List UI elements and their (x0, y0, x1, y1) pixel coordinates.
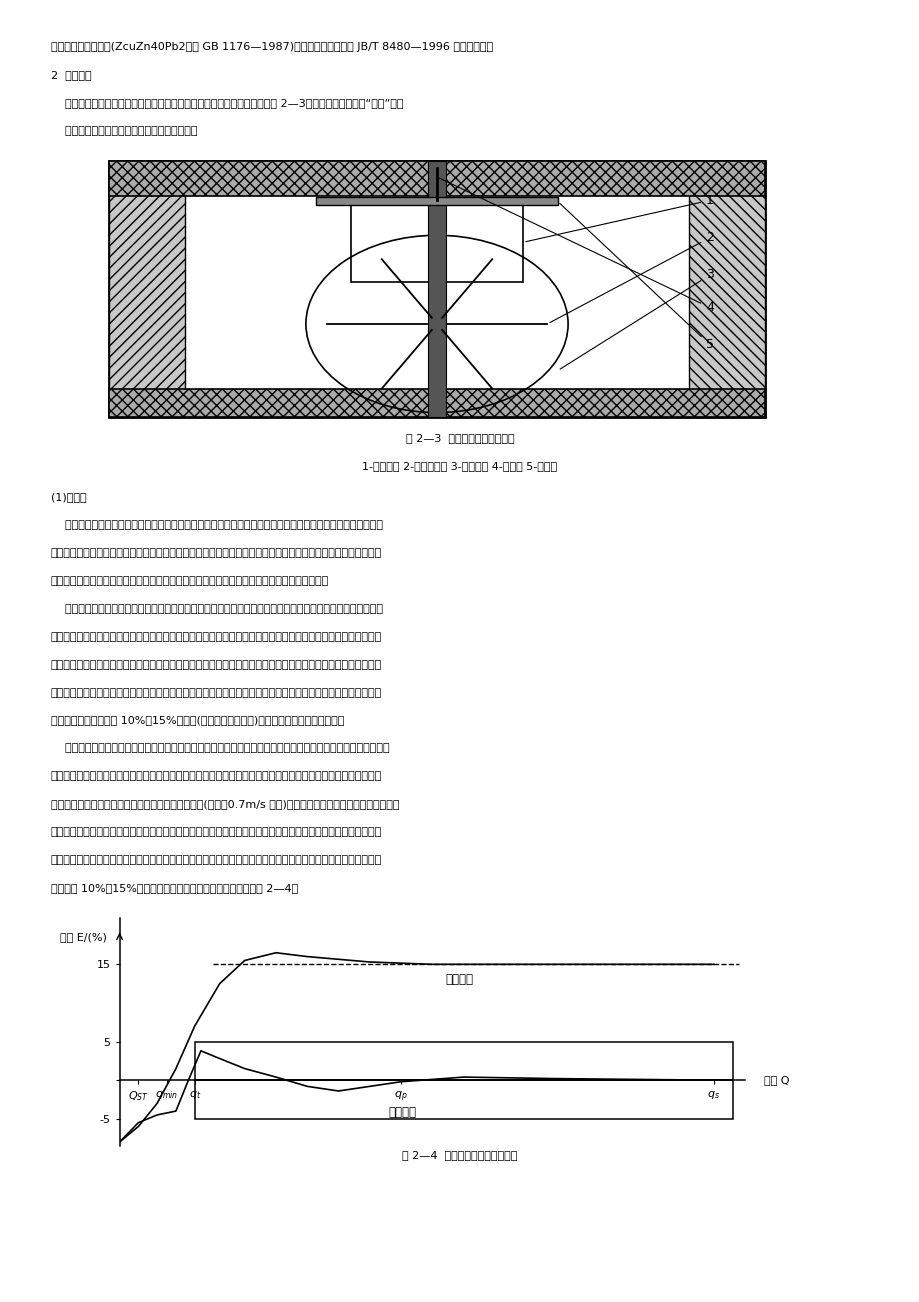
Text: 3: 3 (560, 268, 713, 368)
Text: 对水表的计量性能和耕用性起着关键的作用。: 对水表的计量性能和耕用性起着关键的作用。 (51, 125, 197, 135)
Text: 部分冲到齿轮盒筋反射回来，其方向却与叶轮旋转方向相反，故又使叶轮转速降低，使水表不至于出现没有齿轮盒: 部分冲到齿轮盒筋反射回来，其方向却与叶轮旋转方向相反，故又使叶轮转速降低，使水表… (51, 855, 381, 866)
Text: 一般采用铸造醓黄铜(ZcuZn40Pb2，见 GB 1176—1987)。表玻璃应采用符合 JB/T 8480—1996 的钓化玻璃。: 一般采用铸造醓黄铜(ZcuZn40Pb2，见 GB 1176—1987)。表玻璃… (51, 42, 493, 52)
Text: 图 2—4  齿轮筋对性能曲线的影响: 图 2—4 齿轮筋对性能曲线的影响 (402, 1150, 517, 1160)
Text: 围水表呈偏慢的现象。此后逐渐加大流速，水表向快的趋势发展，如果没有齿轮盒上的筋加以阻尼，则这种趋势将: 围水表呈偏慢的现象。此后逐渐加大流速，水表向快的趋势发展，如果没有齿轮盒上的筋加… (51, 687, 381, 698)
Text: 1-齿轮盒； 2-整体叶轮； 3-叶轮盒； 4-顶尖； 5-调节板: 1-齿轮盒； 2-整体叶轮； 3-叶轮盒； 4-顶尖； 5-调节板 (362, 461, 557, 471)
Text: 2: 2 (550, 230, 713, 323)
Text: 会持续下去，直至偏快 10%～15%左右后(与有筋阻尼相比较)，其性能曲线才会趋向平稳。: 会持续下去，直至偏快 10%～15%左右后(与有筋阻尼相比较)，其性能曲线才会趋… (51, 716, 344, 725)
Text: 有筋阻尼: 有筋阻尼 (388, 1107, 416, 1120)
Text: (1)齿轮盒: (1)齿轮盒 (51, 492, 86, 501)
Text: 水流从叶轮盒进水孔流人后，一方面驱动叶轮旋转，另一方面水流本身呈螺旋形上升，并从叶轮盒出水孔排出。: 水流从叶轮盒进水孔流人后，一方面驱动叶轮旋转，另一方面水流本身呈螺旋形上升，并从… (51, 743, 389, 754)
Text: 筋那样快 10%～15%后才使误差趋向平稳的现象。变化示意见图 2—4。: 筋那样快 10%～15%后才使误差趋向平稳的现象。变化示意见图 2—4。 (51, 884, 298, 893)
Bar (195, 1081, 732, 1118)
Bar (195, 1042, 732, 1081)
Text: 2  计量机构: 2 计量机构 (51, 69, 91, 79)
Text: 4: 4 (439, 178, 713, 314)
Text: 阻尼作用，以改善水表在大流量区域的性能曲线。因为当很小的流量通过水表时，其流速很低，水流的动能极小，: 阻尼作用，以改善水表在大流量区域的性能曲线。因为当很小的流量通过水表时，其流速很… (51, 631, 381, 642)
Text: 盒上的筋对叶轮转速无影响。当流速大到一定程度时(一般为0.7m/s 左右)，间隙处水流从层流过渡到湍流，造成: 盒上的筋对叶轮转速无影响。当流速大到一定程度时(一般为0.7m/s 左右)，间隙… (51, 799, 399, 810)
Bar (316, 197, 557, 204)
Text: 无筋阻尼: 无筋阻尼 (445, 974, 472, 986)
Bar (109, 160, 764, 195)
Bar (350, 201, 523, 283)
Text: 旋翅式水表的齿轮盒底部一般均有三条左右的固定筋，其主要作用是，当水表在大流量运转时，对叶轮旋转起: 旋翅式水表的齿轮盒底部一般均有三条左右的固定筋，其主要作用是，当水表在大流量运转… (51, 604, 382, 613)
Text: 图 2—3  旋翅式水表计量机构图: 图 2—3 旋翅式水表计量机构图 (405, 432, 514, 443)
Text: 计数器置于齿轮盒中，与齿轮盒上部的内孔相配合。齿轮盒下部有一凸台，与叶轮盒相配合。齿轮盒在旋翅多: 计数器置于齿轮盒中，与齿轮盒上部的内孔相配合。齿轮盒下部有一凸台，与叶轮盒相配合… (51, 519, 382, 530)
Bar (109, 160, 185, 417)
Text: 1: 1 (526, 194, 713, 242)
Text: 盒外壁应有定位线或底部有定位键，以保证与叶轮盒配合时的定位要求，从而确保性能的稳定。: 盒外壁应有定位线或底部有定位键，以保证与叶轮盒配合时的定位要求，从而确保性能的稳… (51, 575, 328, 586)
Text: 流量 Q: 流量 Q (763, 1075, 789, 1085)
Bar (428, 160, 445, 417)
Bar (109, 389, 764, 417)
Text: 齿轮盒若干条筋的下方产生旋渦，使叶轮转速有所减低。同时，因流速增大，在叶轮盒内呈螺旋上升的水流，有一: 齿轮盒若干条筋的下方产生旋渦，使叶轮转速有所减低。同时，因流速增大，在叶轮盒内呈… (51, 828, 381, 837)
Text: 在小流量时，因水流流速低，叶轮上平面与齿轮盒筋的间隙处的水流呈层流状态，水的粘性作用占主要地位，齿轮: 在小流量时，因水流流速低，叶轮上平面与齿轮盒筋的间隙处的水流呈层流状态，水的粘性… (51, 772, 381, 781)
Text: 不足以克服叶轮的惯性，故叶轮未转动。待稍加大流速，叶轮虽转动，但不能准确计量，故最小流量以下的流量范: 不足以克服叶轮的惯性，故叶轮未转动。待稍加大流速，叶轮虽转动，但不能准确计量，故… (51, 660, 381, 669)
Text: 误差 E/(%): 误差 E/(%) (60, 932, 107, 943)
Text: 5: 5 (559, 203, 713, 352)
Text: 计量机构主要由齿轮盒、叶轮盒、整体叶轮、顶尖、调节板等组成，见图 2—3。计量机构是水表的“心脏”，它: 计量机构主要由齿轮盒、叶轮盒、整体叶轮、顶尖、调节板等组成，见图 2—3。计量机… (51, 98, 403, 108)
Bar (688, 160, 764, 417)
Text: 流水表的机芯中，起着承下启上的作用。为此，要求齿轮盒上部内孔与下部凸台间应有良好的同轴度。另外，齿轮: 流水表的机芯中，起着承下启上的作用。为此，要求齿轮盒上部内孔与下部凸台间应有良好… (51, 548, 381, 557)
